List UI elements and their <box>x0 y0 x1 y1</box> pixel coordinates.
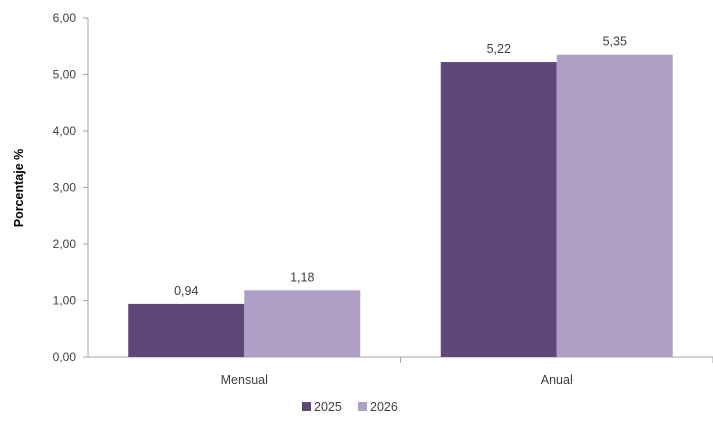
y-tick-label: 5,00 <box>53 68 77 82</box>
y-tick-label: 4,00 <box>53 124 77 138</box>
legend-swatch <box>302 402 311 411</box>
legend-label: 2026 <box>370 400 398 414</box>
data-label: 5,22 <box>487 42 511 56</box>
data-label: 1,18 <box>290 270 314 284</box>
y-axis-label: Porcentaje % <box>12 149 26 228</box>
bar-2025-anual <box>440 62 557 357</box>
legend-swatch <box>358 402 367 411</box>
data-label: 5,35 <box>603 35 627 49</box>
bar-2025-mensual <box>128 303 245 357</box>
legend: 2025 2026 <box>302 400 398 414</box>
y-tick-label: 1,00 <box>53 294 77 308</box>
labels: Mensual 0,94 1,18 Anual 5,22 5,35 <box>174 35 627 387</box>
y-tick-label: 0,00 <box>53 350 77 364</box>
bars <box>128 54 673 357</box>
y-tick-label: 3,00 <box>53 181 77 195</box>
y-tick-label: 2,00 <box>53 237 77 251</box>
legend-label: 2025 <box>314 400 342 414</box>
data-label: 0,94 <box>174 284 198 298</box>
x-category-label: Mensual <box>221 373 268 387</box>
x-category-label: Anual <box>541 373 573 387</box>
bar-2026-mensual <box>244 290 361 357</box>
bar-2026-anual <box>556 54 673 357</box>
y-tick-label: 6,00 <box>53 11 77 25</box>
